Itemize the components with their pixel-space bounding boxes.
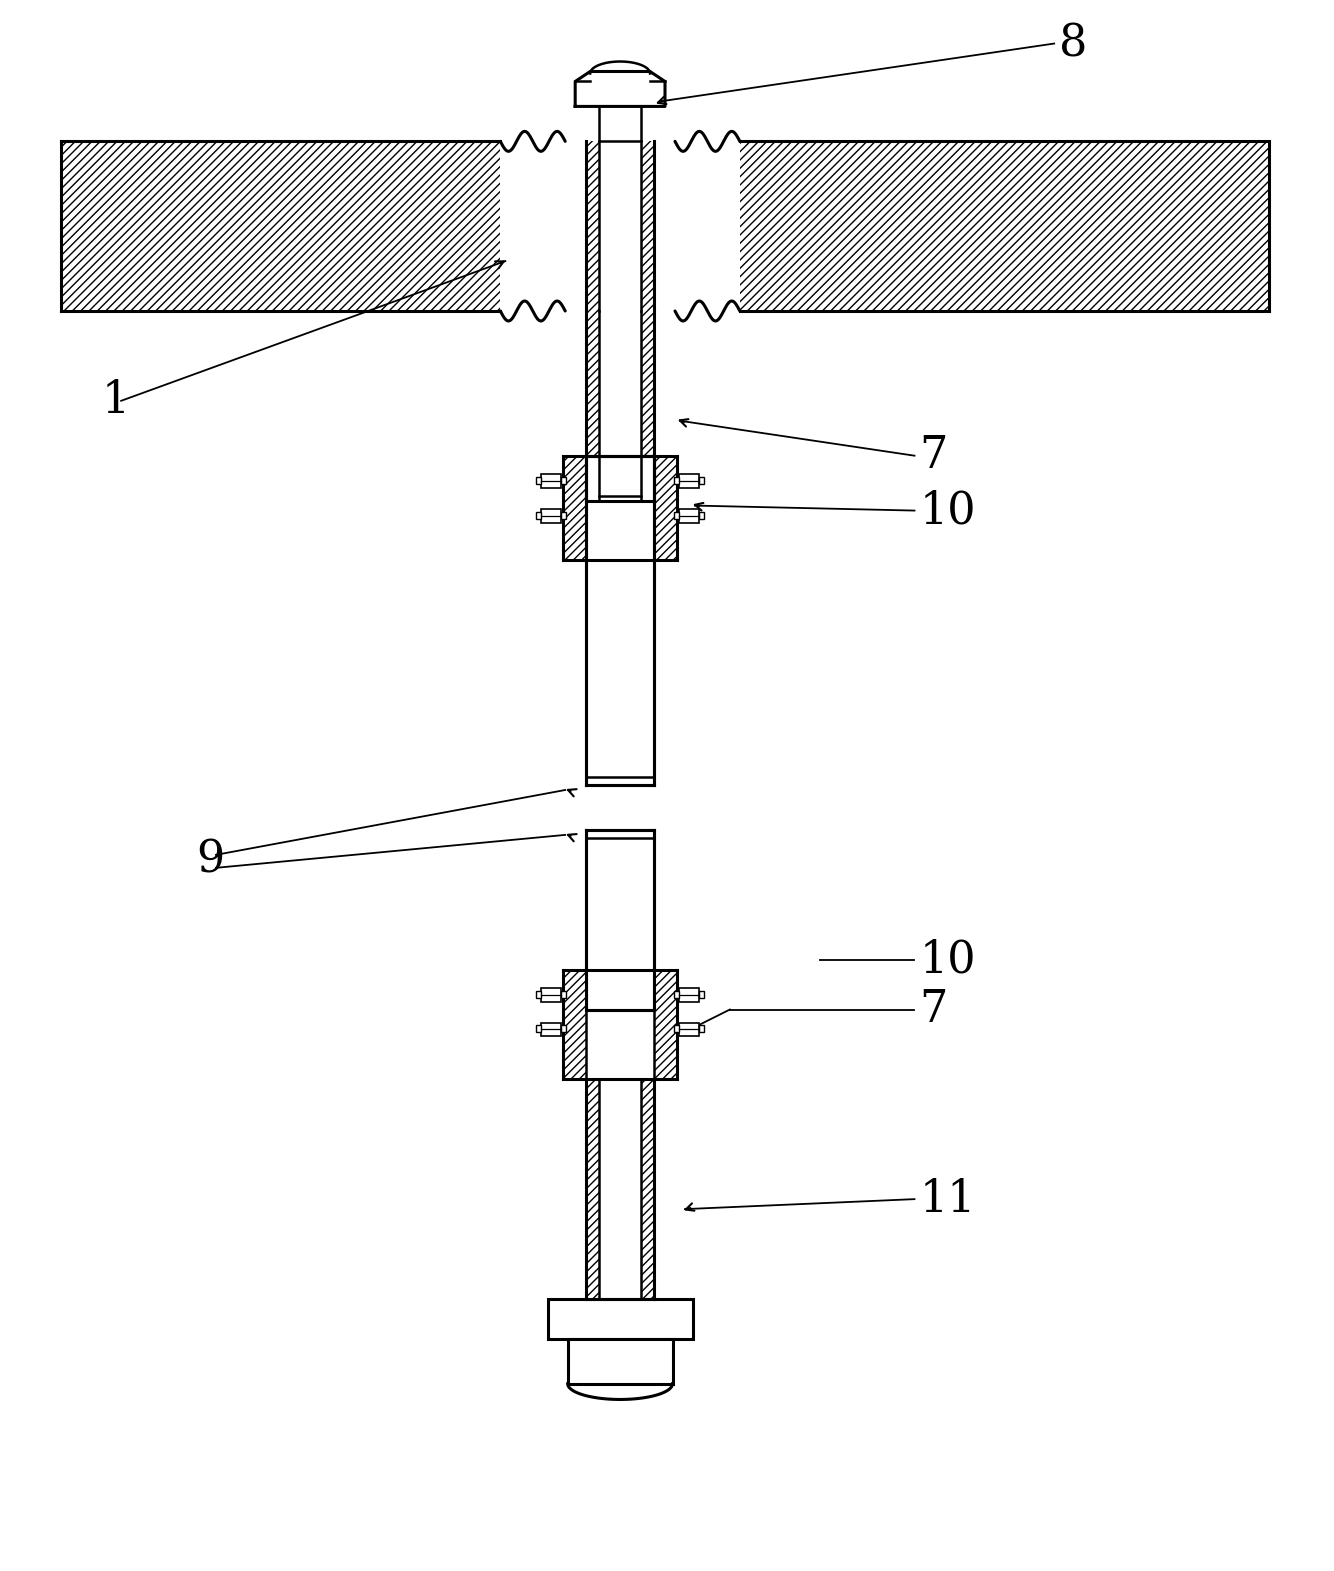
Text: 8: 8	[1059, 22, 1087, 64]
Bar	[679, 1023, 699, 1037]
Text: 7: 7	[919, 434, 948, 478]
Bar	[674, 512, 679, 518]
Bar	[586, 141, 599, 311]
Bar	[674, 991, 679, 998]
Bar	[536, 476, 542, 484]
Bar	[599, 1079, 642, 1299]
Bar	[61, 141, 500, 311]
Bar	[654, 969, 676, 1079]
Bar	[536, 1026, 542, 1032]
Bar	[542, 473, 562, 487]
Bar	[536, 512, 542, 518]
Bar	[536, 991, 542, 998]
Bar	[562, 476, 566, 484]
Bar	[586, 829, 654, 1010]
Bar	[548, 1299, 692, 1338]
Text: 7: 7	[919, 988, 948, 1031]
Bar	[563, 969, 586, 1079]
Bar	[699, 512, 704, 518]
Bar	[679, 509, 699, 523]
Bar	[568, 1338, 672, 1384]
Text: 10: 10	[919, 938, 976, 982]
Text: 10: 10	[919, 489, 976, 533]
Bar	[642, 141, 654, 311]
Bar	[542, 1023, 562, 1037]
Bar	[674, 476, 679, 484]
Text: 11: 11	[919, 1178, 976, 1221]
Bar	[679, 473, 699, 487]
Polygon shape	[575, 72, 666, 107]
Bar	[562, 512, 566, 518]
Bar	[679, 988, 699, 1002]
Bar	[586, 1079, 599, 1299]
Bar	[699, 1026, 704, 1032]
Text: 1: 1	[101, 379, 129, 423]
Bar	[563, 456, 586, 561]
Bar	[586, 456, 654, 786]
Bar	[674, 1026, 679, 1032]
Text: 9: 9	[196, 839, 224, 881]
Bar	[654, 456, 676, 561]
Bar	[740, 141, 1269, 311]
Bar	[699, 476, 704, 484]
Bar	[599, 311, 642, 501]
Bar	[542, 988, 562, 1002]
Bar	[542, 509, 562, 523]
Bar	[642, 311, 654, 501]
Bar	[586, 311, 599, 501]
Bar	[562, 1026, 566, 1032]
Bar	[699, 991, 704, 998]
Bar	[562, 991, 566, 998]
Bar	[642, 1079, 654, 1299]
Bar	[599, 72, 642, 141]
